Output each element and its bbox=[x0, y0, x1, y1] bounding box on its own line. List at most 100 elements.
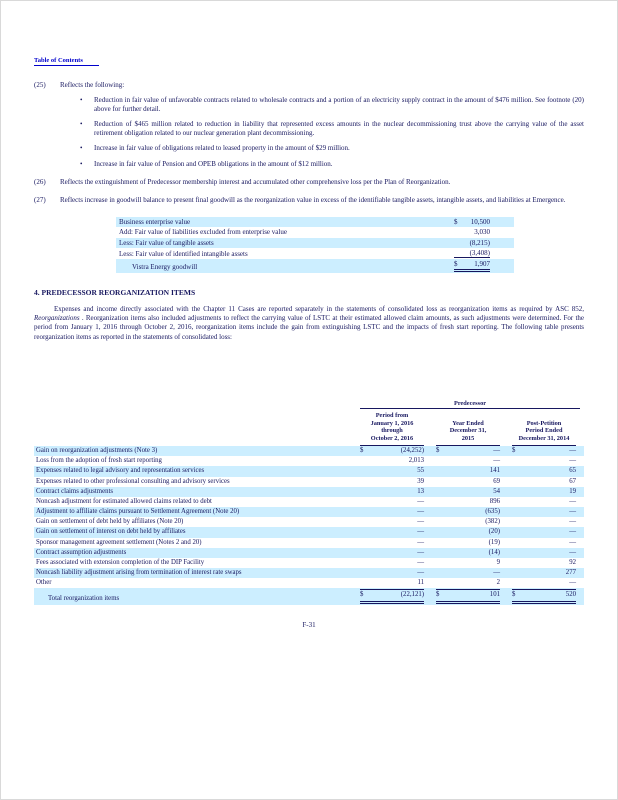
row-label: Business enterprise value bbox=[119, 217, 191, 226]
total-row: Total reorganization items $ (22,121) $101 $… bbox=[34, 588, 584, 605]
table-row: Noncash adjustment for estimated allowed… bbox=[34, 497, 584, 507]
cell-value: — bbox=[569, 447, 576, 455]
goodwill-table: Business enterprise value $10,500 Add: F… bbox=[116, 216, 514, 273]
reorg-table-rows: Gain on reorganization adjustments (Note… bbox=[34, 446, 584, 605]
row-value-cell: 2,013 bbox=[356, 456, 432, 466]
row-value-cell: 11 bbox=[356, 578, 432, 588]
footnote-text: Reflects the following: bbox=[60, 81, 125, 89]
row-label: Gain on reorganization adjustments (Note… bbox=[36, 447, 158, 455]
cell-value: 65 bbox=[569, 467, 576, 475]
footnote-25-bullets: • Reduction in fair value of unfavorable… bbox=[80, 96, 584, 169]
cell-value: — bbox=[417, 508, 424, 516]
row-value-cell: — bbox=[356, 497, 432, 507]
row-value-cell: — bbox=[508, 507, 584, 517]
column-header-period-2016: Period from January 1, 2016 through Octo… bbox=[356, 409, 432, 447]
cell-value: 1,907 bbox=[474, 260, 490, 269]
row-label: Contract claims adjustments bbox=[36, 487, 114, 495]
row-label: Gain on settlement of interest on debt h… bbox=[36, 528, 186, 536]
table-of-contents-link[interactable]: Table of Contents bbox=[34, 57, 99, 66]
row-value-cell: — bbox=[508, 497, 584, 507]
row-label: Less: Fair value of tangible assets bbox=[119, 238, 214, 247]
footnote-text: Reflects increase in goodwill balance to… bbox=[60, 195, 566, 204]
cell-value: 67 bbox=[569, 477, 576, 485]
table-row: Business enterprise value $10,500 bbox=[116, 216, 514, 228]
row-value-cell: 2 bbox=[432, 578, 508, 588]
row-label: Adjustment to affiliate claims pursuant … bbox=[36, 508, 240, 516]
cell-value: — bbox=[569, 508, 576, 516]
footnote-number: (25) bbox=[34, 81, 46, 89]
cell-value: — bbox=[493, 447, 500, 455]
row-label: Sponsor management agreement settlement … bbox=[36, 538, 202, 546]
table-row: Contract claims adjustments 13 54 19 bbox=[34, 486, 584, 497]
cell-value: — bbox=[569, 579, 576, 587]
section-paragraph: Expenses and income directly associated … bbox=[34, 305, 584, 342]
cell-value: 10,500 bbox=[470, 217, 490, 226]
cell-value: — bbox=[417, 497, 424, 505]
cell-value: 3,030 bbox=[474, 228, 490, 237]
column-header-period-2014: Post-Petition Period Ended December 31, … bbox=[508, 409, 584, 447]
cell-value: — bbox=[569, 497, 576, 505]
row-value-cell: $101 bbox=[432, 588, 508, 604]
footnote-number: (27) bbox=[34, 195, 46, 204]
row-value-cell: (14) bbox=[432, 548, 508, 558]
dollar-sign: $ bbox=[454, 260, 458, 269]
row-value-cell: 67 bbox=[508, 477, 584, 487]
row-value-cell: — bbox=[508, 517, 584, 527]
row-value-cell: $ (24,252) bbox=[356, 446, 432, 456]
row-value-cell: $10,500 bbox=[452, 217, 514, 227]
cell-value: (19) bbox=[488, 538, 500, 546]
empty-header-cell bbox=[34, 400, 356, 409]
row-value-cell: 9 bbox=[432, 558, 508, 568]
column-header-text: Post-Petition Period Ended December 31, … bbox=[512, 420, 576, 447]
row-value-cell: (635) bbox=[432, 507, 508, 517]
row-label: Noncash liability adjustment arising fro… bbox=[36, 569, 242, 577]
row-value-cell: — bbox=[432, 568, 508, 578]
cell-value: 55 bbox=[417, 467, 424, 475]
cell-value: (20) bbox=[488, 528, 500, 536]
paragraph-text: Expenses and income directly associated … bbox=[54, 304, 584, 313]
row-value-cell: (8,215) bbox=[452, 238, 514, 248]
cell-value: 2 bbox=[496, 579, 500, 587]
row-label: Loss from the adoption of fresh start re… bbox=[36, 457, 162, 465]
table-row: Other 11 2 — bbox=[34, 578, 584, 588]
row-value-cell: — bbox=[508, 538, 584, 548]
dollar-sign: $ bbox=[454, 217, 458, 226]
bullet-text: Increase in fair value of obligations re… bbox=[94, 144, 350, 153]
row-value-cell: 65 bbox=[508, 466, 584, 476]
toc-row: Table of Contents bbox=[34, 49, 584, 67]
table-row: Expenses related to legal advisory and r… bbox=[34, 466, 584, 477]
table-row: Adjustment to affiliate claims pursuant … bbox=[34, 507, 584, 518]
predecessor-header-cell: Predecessor bbox=[356, 400, 584, 409]
row-value-cell: (382) bbox=[432, 517, 508, 527]
row-label: Total reorganization items bbox=[48, 595, 120, 603]
cell-value: — bbox=[417, 558, 424, 566]
cell-value: — bbox=[569, 528, 576, 536]
table-row: Contract assumption adjustments — (14) — bbox=[34, 547, 584, 558]
bullet-item: • Increase in fair value of Pension and … bbox=[80, 160, 584, 169]
footnote-number: (26) bbox=[34, 177, 46, 186]
row-label: Other bbox=[36, 579, 52, 587]
row-value-cell: $ (22,121) bbox=[356, 588, 432, 604]
bullet-item: • Increase in fair value of obligations … bbox=[80, 144, 584, 153]
row-value-cell: 55 bbox=[356, 466, 432, 476]
total-row: Vistra Energy goodwill $1,907 bbox=[116, 259, 514, 273]
table-row: Sponsor management agreement settlement … bbox=[34, 538, 584, 548]
cell-value: 520 bbox=[565, 591, 576, 599]
footnote-text: Reflects the extinguishment of Predecess… bbox=[60, 177, 451, 186]
bullet-item: • Reduction of $465 million related to r… bbox=[80, 120, 584, 138]
bullet-icon: • bbox=[80, 96, 83, 105]
cell-value: 19 bbox=[569, 487, 576, 495]
row-label: Contract assumption adjustments bbox=[36, 548, 127, 556]
cell-value: — bbox=[417, 569, 424, 577]
cell-value: — bbox=[569, 457, 576, 465]
cell-value: (3,408) bbox=[469, 249, 490, 258]
row-value-cell: $1,907 bbox=[452, 259, 514, 272]
group-header-row: Predecessor bbox=[34, 400, 584, 409]
row-label: Vistra Energy goodwill bbox=[132, 263, 198, 272]
row-value-cell: — bbox=[356, 538, 432, 548]
row-value-cell: — bbox=[356, 527, 432, 537]
cell-value: (22,121) bbox=[400, 591, 424, 599]
dollar-sign: $ bbox=[512, 447, 516, 455]
cell-value: — bbox=[569, 518, 576, 526]
bullet-icon: • bbox=[80, 120, 83, 129]
